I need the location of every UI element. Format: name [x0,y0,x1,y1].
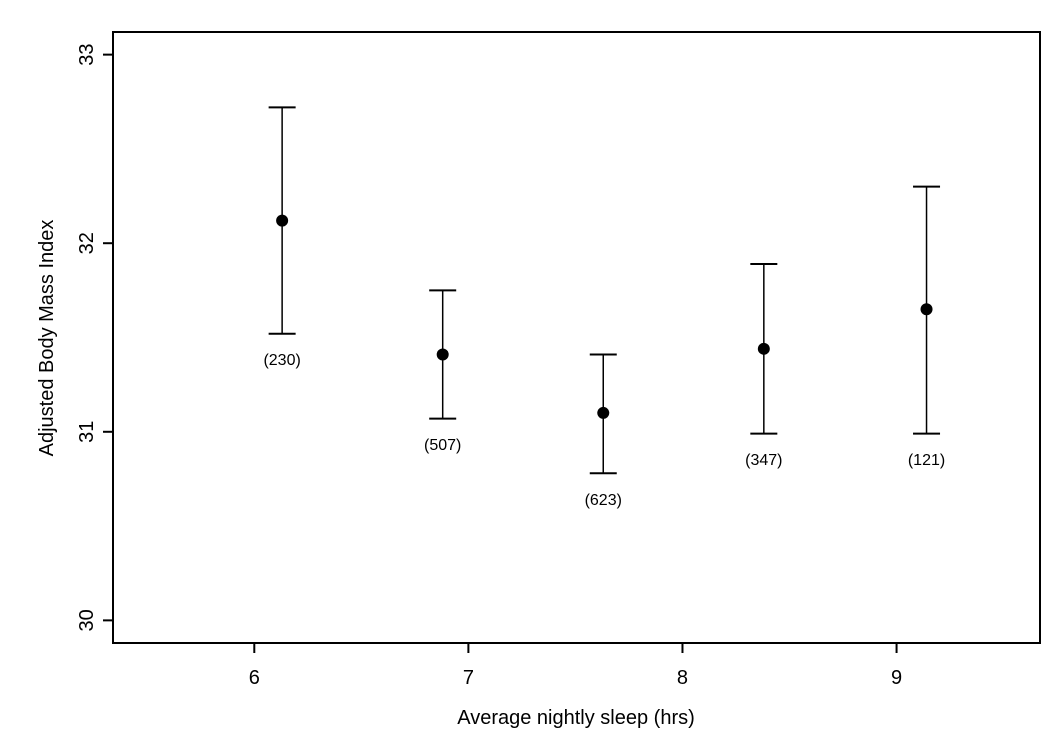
plot-border [112,31,1041,644]
x-axis: 6 7 8 9 [249,643,902,689]
x-tick-label: 7 [463,667,474,689]
count-label: (121) [908,452,945,469]
data-point [436,348,449,361]
count-label: (623) [585,492,622,509]
x-tick-label: 9 [891,667,902,689]
y-tick-label: 30 [76,609,98,631]
error-bar-group: (507) [424,289,461,454]
y-axis-title: Adjusted Body Mass Index [36,220,58,457]
count-label: (230) [263,352,300,369]
error-bar-group: (347) [745,262,783,469]
x-axis-title: Average nightly sleep (hrs) [457,707,695,729]
error-bar-group: (121) [908,185,945,469]
error-bar-group: (623) [585,353,622,509]
count-label: (347) [745,452,782,469]
x-tick-label: 8 [677,667,688,689]
error-bar-group: (230) [263,106,301,369]
count-label: (507) [424,437,461,454]
y-tick-label: 33 [76,44,98,66]
y-axis: 30 31 32 33 [76,44,113,631]
data-series: (230) (507) (623) (347) (121) [263,106,945,509]
data-point [276,214,289,227]
data-point [597,406,610,419]
y-tick-label: 31 [76,421,98,443]
data-point [920,303,933,316]
y-tick-label: 32 [76,232,98,254]
x-tick-label: 6 [249,667,260,689]
data-point [757,342,770,355]
